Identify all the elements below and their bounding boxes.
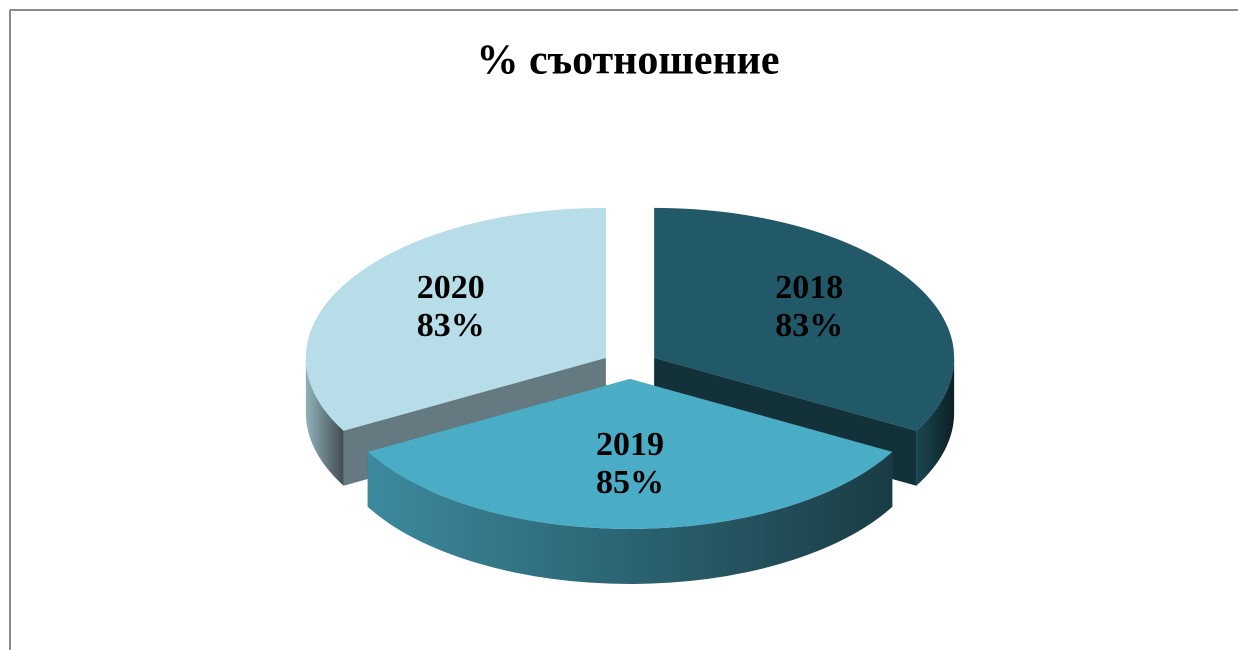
slice-category: 2018 xyxy=(775,269,843,306)
slice-side xyxy=(305,357,344,486)
slice xyxy=(305,207,606,431)
slice-side xyxy=(916,357,955,486)
slice-value-label: 83% xyxy=(417,307,485,344)
chart-title: % съотношение xyxy=(476,38,779,84)
slice-category: 2020 xyxy=(417,269,485,306)
slice-category: 2019 xyxy=(596,426,664,463)
slice-value-label: 85% xyxy=(596,464,664,501)
slice-side xyxy=(367,451,893,584)
slice xyxy=(654,207,955,431)
slice-value-label: 83% xyxy=(775,307,843,344)
slice xyxy=(367,379,893,530)
